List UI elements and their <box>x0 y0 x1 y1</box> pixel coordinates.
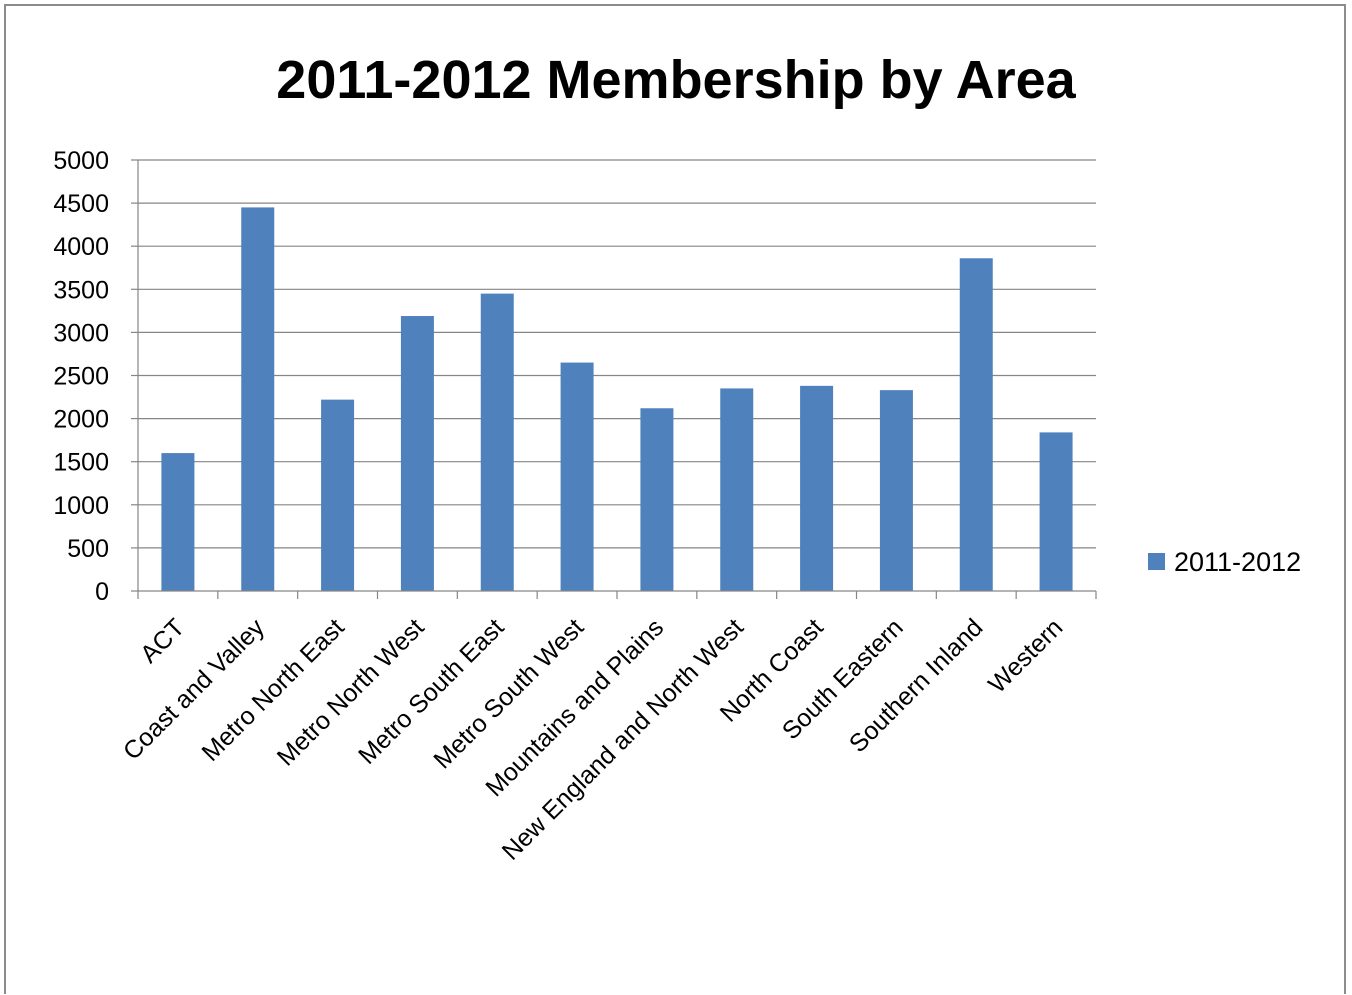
bar <box>321 399 355 591</box>
legend-swatch <box>1148 553 1165 570</box>
y-tick-label: 3000 <box>53 319 109 347</box>
chart-title: 2011-2012 Membership by Area <box>276 50 1076 110</box>
bar <box>959 258 993 591</box>
bar <box>241 207 275 591</box>
x-category-label: Metro South East <box>353 613 509 769</box>
y-tick-label: 1000 <box>53 492 109 520</box>
y-tick-label: 1500 <box>53 449 109 477</box>
y-tick-label: 5000 <box>53 147 109 175</box>
bar <box>400 316 434 591</box>
bar <box>640 408 674 591</box>
legend-label: 2011-2012 <box>1174 547 1301 577</box>
x-category-label: ACT <box>135 613 190 668</box>
bar <box>800 385 834 591</box>
y-tick-label: 4000 <box>53 233 109 261</box>
y-axis-tick-labels: 0 500 1000 1500 2000 2500 3000 3500 4000 4500 5000 <box>53 147 109 606</box>
x-category-label: Metro North West <box>272 613 430 771</box>
legend: 2011-2012 <box>1148 547 1301 577</box>
x-category-label: Metro South West <box>428 613 589 774</box>
bar <box>161 453 195 591</box>
y-tick-label: 3500 <box>53 276 109 304</box>
bar <box>560 362 594 591</box>
bar <box>1039 432 1073 591</box>
x-category-label: Southern Inland <box>844 613 989 758</box>
y-tick-label: 0 <box>95 578 109 606</box>
x-category-label: Western <box>983 613 1068 698</box>
chart-frame <box>4 4 1346 994</box>
bar <box>720 388 754 591</box>
axes <box>137 160 1097 599</box>
y-tick-label: 4500 <box>53 190 109 218</box>
y-tick-label: 500 <box>67 535 109 563</box>
y-tick-label: 2000 <box>53 406 109 434</box>
bars <box>161 207 1073 591</box>
x-category-label: Metro North East <box>196 613 349 766</box>
bar <box>480 293 514 591</box>
gridlines <box>131 159 1096 592</box>
bar <box>879 390 913 591</box>
x-category-label: Coast and Valley <box>118 613 270 765</box>
y-tick-label: 2500 <box>53 363 109 391</box>
